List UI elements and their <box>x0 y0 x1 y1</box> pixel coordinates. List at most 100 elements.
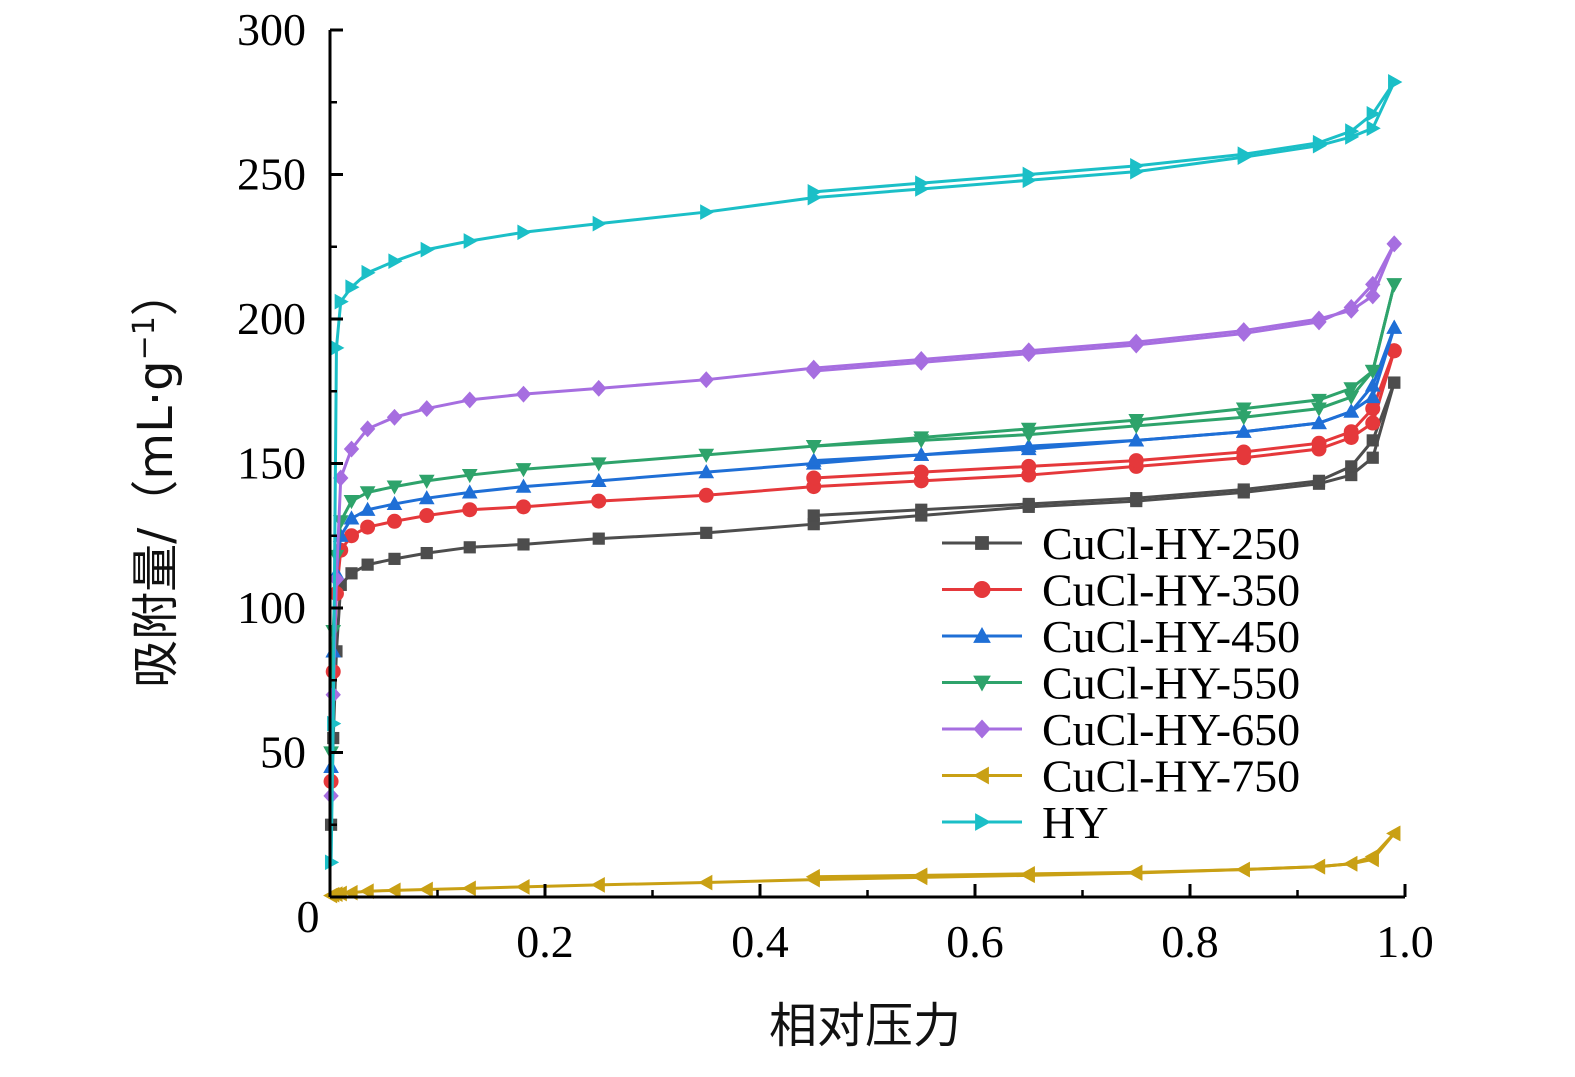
data-point <box>1236 325 1252 342</box>
data-point <box>419 400 435 418</box>
data-point <box>806 362 822 380</box>
data-point <box>1345 123 1360 139</box>
data-point <box>1020 428 1037 443</box>
data-point <box>700 526 713 539</box>
data-point <box>1237 483 1250 496</box>
data-point <box>913 446 930 461</box>
data-point <box>1388 376 1401 389</box>
data-point <box>1366 105 1381 122</box>
data-point <box>386 495 403 511</box>
data-point <box>592 532 605 545</box>
data-point <box>418 474 435 489</box>
y-tick-label: 250 <box>237 149 306 200</box>
data-point <box>386 408 403 426</box>
series-CuCl-HY-650 <box>323 235 1402 805</box>
data-point <box>590 472 607 487</box>
data-point <box>1343 390 1360 406</box>
data-point <box>698 874 713 891</box>
data-point <box>1386 235 1402 253</box>
x-tick-label: 0.8 <box>1161 916 1219 967</box>
y-tick-label: 200 <box>237 293 306 344</box>
data-point <box>1235 423 1252 438</box>
series-line-desorption <box>813 350 1396 480</box>
y-axis-title: 吸附量/（mL·g−1） <box>127 268 184 688</box>
data-point <box>915 503 928 516</box>
legend-label: CuCl-HY-650 <box>1042 704 1300 755</box>
data-point <box>359 883 374 900</box>
data-point <box>1364 848 1379 865</box>
data-point <box>972 766 989 785</box>
data-point <box>388 552 401 565</box>
y-tick-label: 150 <box>237 438 306 489</box>
data-point <box>345 567 358 580</box>
data-point <box>1235 411 1252 426</box>
data-point <box>1345 460 1358 473</box>
data-point <box>1020 441 1037 456</box>
data-point <box>1311 435 1327 451</box>
data-point <box>334 293 349 310</box>
data-point <box>461 484 478 499</box>
y-tick-label: 100 <box>237 582 306 633</box>
data-point <box>345 279 360 296</box>
legend-label: HY <box>1042 797 1108 848</box>
data-point <box>1022 166 1037 183</box>
data-point <box>1311 393 1327 408</box>
series-line-adsorption <box>330 832 1396 897</box>
data-point <box>517 538 530 551</box>
data-point <box>1343 424 1359 440</box>
data-point <box>420 241 435 258</box>
legend-label: CuCl-HY-350 <box>1042 565 1300 616</box>
data-point <box>1128 453 1144 469</box>
data-point <box>1343 403 1360 418</box>
legend-item: CuCl-HY-450 <box>942 611 1300 662</box>
data-point <box>805 868 820 885</box>
data-point <box>1366 451 1379 464</box>
data-point <box>1364 377 1381 392</box>
legend-item: CuCl-HY-650 <box>942 704 1300 755</box>
data-point <box>1366 120 1381 137</box>
y-axis-title-main: 吸附量/（mL·g <box>128 360 184 687</box>
data-point <box>1128 864 1143 881</box>
data-point <box>418 490 435 505</box>
data-point <box>1365 275 1381 293</box>
series-CuCl-HY-250 <box>324 376 1401 831</box>
legend-item: HY <box>942 797 1108 848</box>
data-point <box>359 486 376 501</box>
data-point <box>517 224 532 241</box>
data-point <box>1365 401 1381 417</box>
legend-label: CuCl-HY-450 <box>1042 611 1300 662</box>
legend-item: CuCl-HY-250 <box>942 518 1300 569</box>
data-point <box>1365 415 1381 431</box>
data-point <box>1311 402 1327 417</box>
data-point <box>913 353 929 371</box>
data-point <box>1364 389 1381 404</box>
data-point <box>698 464 715 479</box>
data-point <box>591 493 607 509</box>
data-point <box>807 183 822 200</box>
data-point <box>698 487 714 503</box>
data-point <box>361 558 374 571</box>
data-point <box>973 719 991 739</box>
data-point <box>386 480 403 495</box>
data-point <box>975 813 992 831</box>
data-point <box>328 570 345 588</box>
x-axis-title: 相对压力 <box>769 998 961 1054</box>
data-point <box>1343 855 1358 872</box>
data-point <box>975 536 989 550</box>
data-point <box>386 882 401 899</box>
data-point <box>359 420 376 438</box>
tick-layer: 0.2 0.4 0.6 0.8 1.0 50 100 150 200 250 300 <box>237 4 1434 967</box>
data-point <box>515 478 532 493</box>
data-point <box>973 626 991 643</box>
x-tick-label: 0.6 <box>946 916 1004 967</box>
x-tick-label: 0.4 <box>731 916 789 967</box>
y-tick-label: 50 <box>260 727 306 778</box>
data-point <box>1235 861 1250 878</box>
data-point <box>463 541 476 554</box>
legend-label: CuCl-HY-750 <box>1042 751 1300 802</box>
data-point <box>1343 382 1360 397</box>
data-point <box>388 253 403 270</box>
data-point <box>1386 825 1401 842</box>
data-point <box>1237 146 1252 163</box>
